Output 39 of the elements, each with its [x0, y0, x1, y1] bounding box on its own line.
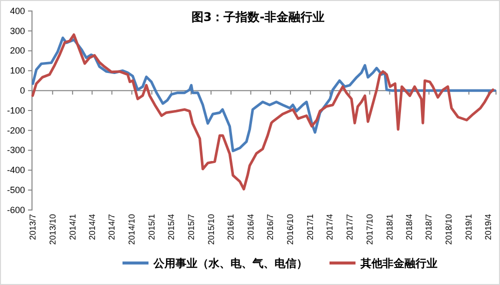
- y-tick-label: -200: [6, 125, 25, 136]
- x-tick-label: 2018/10: [444, 214, 454, 245]
- y-tick-label: 0: [20, 85, 25, 96]
- x-tick-label: 2014/1: [67, 214, 78, 240]
- x-tick-label: 2019/4: [483, 214, 494, 240]
- y-tick-label: -400: [6, 165, 25, 176]
- x-tick-label: 2018/1: [384, 214, 394, 240]
- y-tick-label: 100: [10, 66, 25, 76]
- x-tick-label: 2015/4: [166, 214, 176, 240]
- legend-label: 公用事业（水、电、气、电信）: [152, 257, 308, 270]
- y-tick-label: -500: [6, 184, 25, 195]
- x-tick-label: 2016/4: [245, 214, 256, 240]
- x-tick-label: 2014/10: [126, 214, 137, 245]
- x-tick-label: 2014/4: [86, 214, 97, 240]
- x-tick-label: 2019/1: [464, 214, 474, 240]
- y-tick-label: -300: [6, 145, 25, 156]
- y-tick-label: 300: [10, 26, 25, 36]
- y-tick-label: 200: [10, 46, 25, 56]
- x-tick-label: 2013/10: [47, 214, 58, 245]
- x-tick-label: 2016/7: [265, 214, 276, 240]
- chart-title: 图3：子指数-非金融行业: [191, 10, 325, 24]
- x-tick-label: 2016/1: [226, 214, 236, 240]
- line-series: [31, 33, 494, 190]
- x-tick-label: 2017/4: [324, 214, 335, 240]
- x-tick-label: 2018/7: [424, 214, 434, 240]
- x-tick-label: 2015/7: [186, 214, 196, 240]
- x-tick-label: 2017/1: [305, 214, 316, 240]
- x-tick-label: 2013/7: [27, 214, 38, 240]
- x-tick-label: 2017/7: [344, 214, 354, 240]
- y-tick-label: -600: [6, 204, 25, 215]
- y-tick-label: 400: [10, 6, 25, 16]
- x-tick-label: 2018/4: [404, 214, 414, 240]
- legend-label: 其他非金融行业: [360, 257, 438, 270]
- x-tick-label: 2014/7: [106, 214, 117, 240]
- x-tick-label: 2015/10: [206, 214, 216, 245]
- x-tick-label: 2017/10: [364, 214, 374, 245]
- y-tick-label: -100: [6, 105, 25, 116]
- x-tick-label: 2015/1: [146, 214, 157, 240]
- x-tick-label: 2016/10: [285, 214, 296, 245]
